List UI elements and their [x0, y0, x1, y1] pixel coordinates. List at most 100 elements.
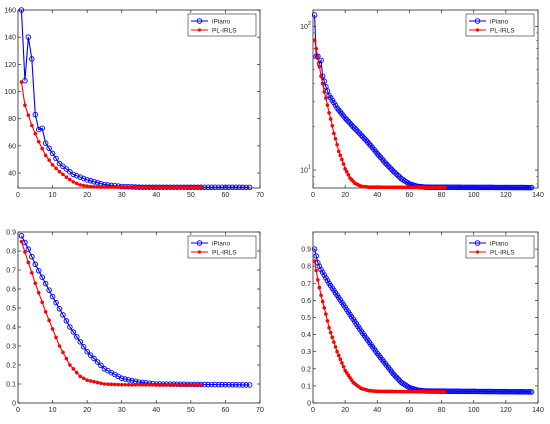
data-point-ipiano — [70, 171, 77, 178]
data-point-ipiano — [392, 169, 398, 176]
x-tick-label: 10 — [49, 192, 57, 199]
data-point-ipiano — [98, 362, 104, 369]
data-point-ipiano — [374, 150, 381, 157]
data-point-ipiano — [389, 166, 395, 173]
x-tick-label: 40 — [152, 192, 160, 199]
data-point-ipiano — [384, 161, 390, 168]
data-point-ipiano — [392, 372, 398, 379]
data-point-pl-irls — [147, 383, 152, 387]
data-point-ipiano — [212, 381, 218, 388]
data-point-ipiano — [42, 140, 49, 146]
data-point-pl-irls — [185, 383, 190, 387]
y-tick-label: 0.5 — [301, 315, 311, 322]
chart-panel-3: 0 10 20 30 40 50 60 70 0 0.1 0.2 0.3 0.4 0.5 0.6 0.7 0.8… — [6, 230, 264, 415]
data-point-pl-irls — [102, 185, 107, 189]
data-point-pl-irls — [102, 382, 107, 386]
data-point-pl-irls — [340, 361, 344, 365]
data-point-pl-irls — [333, 137, 338, 141]
y-tick-label: 0.7 — [301, 281, 311, 288]
series-line-pl-irls — [314, 40, 445, 189]
data-point-pl-irls — [348, 375, 352, 380]
data-point-pl-irls — [137, 185, 141, 189]
data-point-pl-irls — [325, 319, 330, 323]
data-point-ipiano — [67, 168, 73, 175]
chart-panel-4: 0 20 40 60 80 100 120 140 0 0.1 0.2 0.3 0.4 0.5 0.6 0.7… — [301, 231, 544, 414]
legend: iPiano PL-IRLS — [465, 235, 535, 259]
data-point-pl-irls — [312, 38, 317, 43]
data-point-pl-irls — [324, 96, 328, 100]
legend-label: PL-IRLS — [490, 249, 515, 256]
y-tick-label: 0.1 — [6, 382, 16, 389]
data-point-pl-irls — [26, 260, 31, 265]
data-point-ipiano — [342, 115, 348, 121]
data-point-ipiano — [77, 174, 83, 180]
data-point-ipiano — [222, 184, 229, 191]
data-point-ipiano — [219, 381, 225, 388]
y-tick-label: 0.4 — [6, 325, 16, 332]
data-point-pl-irls — [54, 166, 58, 171]
data-point-pl-irls — [161, 185, 165, 190]
data-point-pl-irls — [36, 140, 41, 144]
data-point-pl-irls — [92, 184, 96, 189]
chart-panel-1: 0 10 20 30 40 50 60 70 40 60 80 100 120 140 160 iPiano P… — [4, 7, 264, 199]
data-point-ipiano — [355, 128, 361, 135]
data-point-ipiano — [361, 135, 368, 142]
data-point-ipiano — [35, 268, 42, 274]
data-point-pl-irls — [335, 142, 339, 147]
y-tick-label: 60 — [8, 143, 16, 150]
data-point-ipiano — [205, 184, 211, 191]
data-point-pl-irls — [338, 357, 343, 362]
data-point-ipiano — [229, 184, 236, 191]
data-point-pl-irls — [126, 382, 131, 387]
data-point-pl-irls — [61, 350, 65, 355]
series-line-ipiano — [314, 248, 532, 393]
y-tick-label: 40 — [8, 171, 16, 178]
data-point-pl-irls — [40, 146, 45, 151]
data-point-pl-irls — [442, 185, 447, 190]
data-point-ipiano — [53, 155, 59, 162]
data-point-ipiano — [94, 179, 101, 186]
data-point-ipiano — [91, 355, 97, 362]
data-point-pl-irls — [189, 185, 193, 190]
data-point-ipiano — [32, 261, 39, 268]
data-point-pl-irls — [341, 364, 346, 369]
y-tick-label: 0.6 — [301, 298, 311, 305]
data-point-pl-irls — [168, 185, 172, 190]
data-point-pl-irls — [320, 81, 325, 86]
data-point-pl-irls — [178, 185, 183, 190]
x-tick-label: 100 — [468, 407, 480, 414]
data-point-ipiano — [91, 178, 97, 185]
data-point-pl-irls — [23, 103, 27, 107]
data-point-ipiano — [84, 177, 90, 183]
x-tick-label: 0 — [16, 407, 20, 414]
data-point-ipiano — [87, 178, 94, 184]
data-point-pl-irls — [130, 185, 134, 189]
data-point-pl-irls — [314, 268, 319, 273]
x-tick-label: 20 — [341, 407, 349, 414]
x-tick-label: 0 — [16, 192, 20, 199]
x-tick-label: 40 — [373, 407, 381, 414]
data-point-pl-irls — [116, 382, 121, 387]
y-tick-label: 0.9 — [301, 247, 311, 254]
series-line-ipiano — [20, 235, 250, 386]
data-point-ipiano — [67, 324, 73, 330]
data-point-ipiano — [87, 352, 94, 358]
x-tick-label: 30 — [118, 407, 126, 414]
legend-marker — [475, 250, 480, 254]
data-point-ipiano — [80, 344, 87, 350]
legend: iPiano PL-IRLS — [187, 13, 257, 37]
y-tick-label: 0 — [12, 401, 16, 408]
legend-label: PL-IRLS — [212, 249, 237, 256]
data-point-ipiano — [323, 275, 329, 281]
data-point-pl-irls — [327, 325, 331, 330]
data-point-ipiano — [46, 145, 52, 152]
y-tick-label: 0.2 — [6, 363, 16, 370]
data-point-pl-irls — [316, 278, 320, 282]
data-point-pl-irls — [335, 349, 339, 354]
data-point-ipiano — [332, 102, 339, 109]
x-tick-label: 80 — [438, 192, 446, 199]
data-point-ipiano — [29, 56, 35, 62]
data-point-ipiano — [239, 184, 246, 191]
data-point-ipiano — [84, 348, 90, 355]
